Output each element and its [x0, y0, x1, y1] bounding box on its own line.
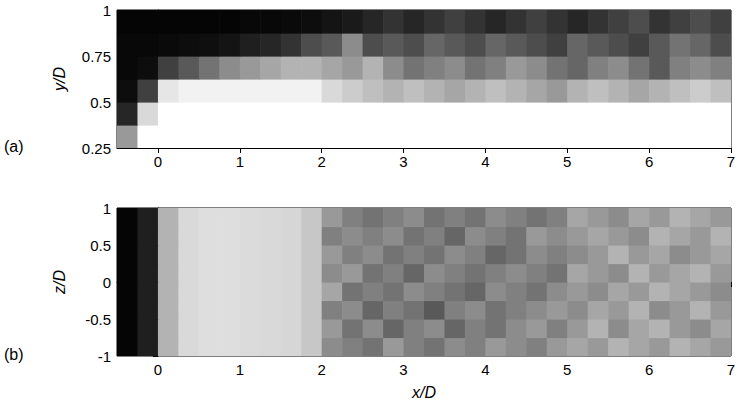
svg-text:6: 6 [645, 361, 653, 378]
svg-text:-1: -1 [98, 348, 111, 365]
svg-text:-0.5: -0.5 [85, 311, 111, 328]
svg-text:1: 1 [103, 200, 111, 217]
svg-text:7: 7 [727, 153, 735, 170]
svg-text:(a): (a) [4, 138, 24, 155]
svg-text:0.25: 0.25 [82, 140, 111, 157]
svg-text:3: 3 [399, 361, 407, 378]
svg-text:1: 1 [236, 153, 244, 170]
svg-text:4: 4 [481, 153, 489, 170]
svg-text:4: 4 [481, 361, 489, 378]
svg-text:0.75: 0.75 [82, 48, 111, 65]
svg-text:1: 1 [103, 2, 111, 19]
svg-text:0.5: 0.5 [90, 94, 111, 111]
svg-text:(b): (b) [4, 346, 24, 363]
svg-text:0: 0 [154, 361, 162, 378]
svg-text:1: 1 [236, 361, 244, 378]
svg-text:5: 5 [563, 361, 571, 378]
svg-text:0.5: 0.5 [90, 237, 111, 254]
svg-text:7: 7 [727, 361, 735, 378]
svg-text:z/D: z/D [51, 270, 68, 295]
svg-text:0: 0 [154, 153, 162, 170]
svg-text:0: 0 [103, 274, 111, 291]
svg-text:6: 6 [645, 153, 653, 170]
svg-text:5: 5 [563, 153, 571, 170]
svg-text:x/D: x/D [411, 384, 436, 401]
svg-text:3: 3 [399, 153, 407, 170]
svg-text:2: 2 [317, 361, 325, 378]
svg-text:2: 2 [317, 153, 325, 170]
svg-text:y/D: y/D [51, 67, 68, 92]
